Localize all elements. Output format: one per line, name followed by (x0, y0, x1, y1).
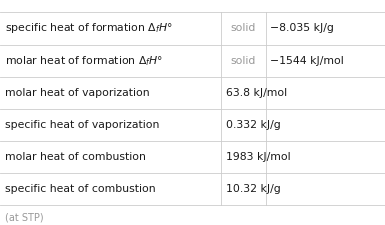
Text: 1983 kJ/mol: 1983 kJ/mol (226, 152, 291, 162)
Text: −8.035 kJ/g: −8.035 kJ/g (270, 23, 334, 34)
Text: solid: solid (231, 56, 256, 66)
Text: molar heat of vaporization: molar heat of vaporization (5, 88, 149, 98)
Text: specific heat of combustion: specific heat of combustion (5, 184, 155, 194)
Text: solid: solid (231, 23, 256, 34)
Text: molar heat of formation $\Delta_f H°$: molar heat of formation $\Delta_f H°$ (5, 54, 163, 68)
Text: 10.32 kJ/g: 10.32 kJ/g (226, 184, 281, 194)
Text: molar heat of combustion: molar heat of combustion (5, 152, 146, 162)
Text: (at STP): (at STP) (5, 213, 43, 223)
Text: −1544 kJ/mol: −1544 kJ/mol (270, 56, 344, 66)
Text: specific heat of formation $\Delta_f H°$: specific heat of formation $\Delta_f H°$ (5, 21, 172, 36)
Text: 0.332 kJ/g: 0.332 kJ/g (226, 120, 281, 130)
Text: 63.8 kJ/mol: 63.8 kJ/mol (226, 88, 287, 98)
Text: specific heat of vaporization: specific heat of vaporization (5, 120, 159, 130)
